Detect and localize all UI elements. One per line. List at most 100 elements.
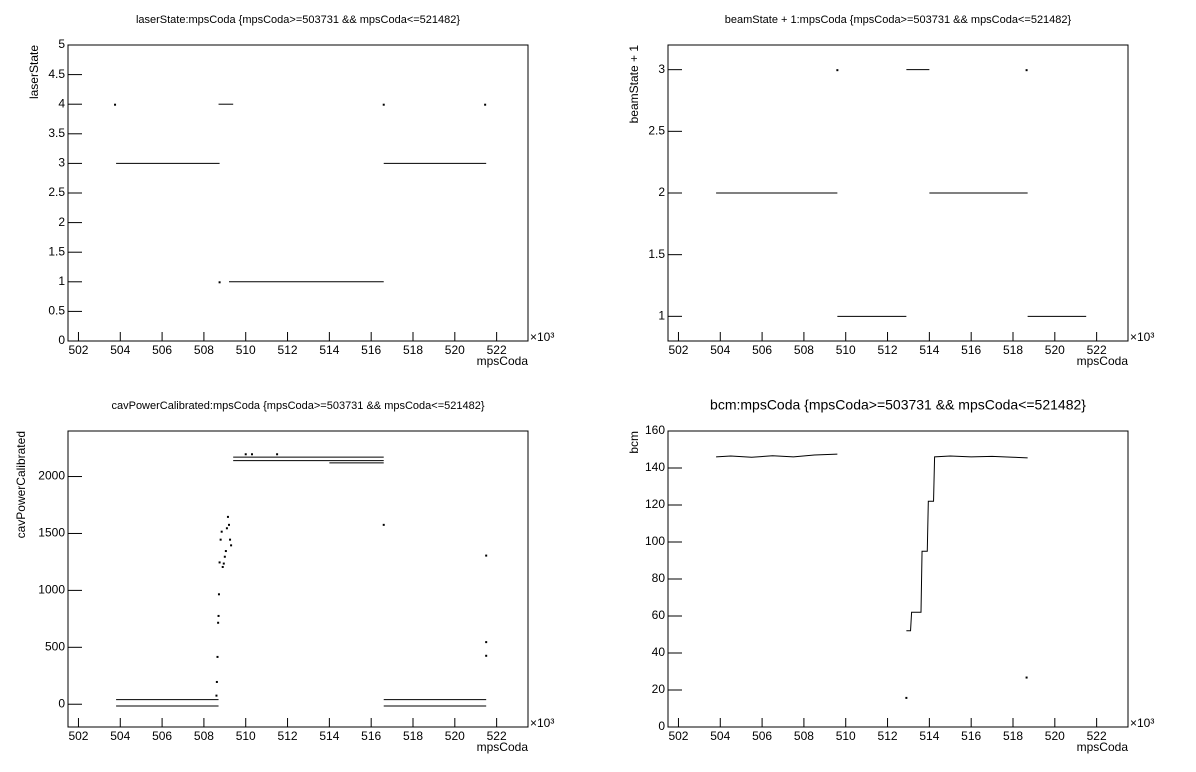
y-tick-label: 2000 xyxy=(38,469,65,483)
x-axis-title: mpsCoda xyxy=(477,354,529,368)
y-tick-label: 3 xyxy=(58,156,65,170)
point xyxy=(219,538,222,541)
x-tick-label: 504 xyxy=(710,343,730,357)
chart-title: cavPowerCalibrated:mpsCoda {mpsCoda>=503… xyxy=(111,400,484,412)
x-tick-label: 502 xyxy=(668,729,688,743)
x-tick-label: 512 xyxy=(878,343,898,357)
x-tick-label: 516 xyxy=(961,729,981,743)
x-tick-label: 522 xyxy=(487,729,507,743)
x-tick-label: 512 xyxy=(278,343,298,357)
x-tick-label: 506 xyxy=(752,343,772,357)
y-tick-label: 5 xyxy=(58,37,65,51)
line xyxy=(716,453,838,458)
point xyxy=(484,103,487,106)
x-tick-label: 508 xyxy=(794,343,814,357)
point xyxy=(217,614,220,617)
chart-title: laserState:mpsCoda {mpsCoda>=503731 && m… xyxy=(136,14,460,26)
point xyxy=(218,561,221,564)
y-tick-label: 120 xyxy=(645,497,665,511)
y-tick-label: 2.5 xyxy=(48,185,65,199)
x-tick-label: 518 xyxy=(403,343,423,357)
point xyxy=(217,593,220,596)
x-tick-label: 508 xyxy=(194,729,214,743)
y-tick-label: 140 xyxy=(645,460,665,474)
x-tick-label: 522 xyxy=(1087,343,1107,357)
x-tick-label: 520 xyxy=(1045,343,1065,357)
point xyxy=(222,562,225,565)
x-tick-label: 520 xyxy=(445,343,465,357)
y-tick-label: 1.5 xyxy=(648,247,665,261)
point xyxy=(215,694,218,697)
y-axis-title: beamState + 1 xyxy=(627,45,641,124)
x-tick-label: 504 xyxy=(110,343,130,357)
chart-title: beamState + 1:mpsCoda {mpsCoda>=503731 &… xyxy=(725,14,1072,26)
x-tick-label: 510 xyxy=(836,729,856,743)
y-tick-label: 2 xyxy=(58,215,65,229)
x-tick-label: 522 xyxy=(487,343,507,357)
point xyxy=(217,621,220,624)
x-tick-label: 502 xyxy=(68,343,88,357)
x-multiplier: ×10³ xyxy=(1130,716,1154,730)
y-tick-label: 3.5 xyxy=(48,126,65,140)
frame xyxy=(67,44,529,342)
line xyxy=(906,455,1028,632)
point xyxy=(1025,69,1028,72)
frame xyxy=(667,430,1129,728)
x-tick-label: 514 xyxy=(319,343,339,357)
x-tick-label: 510 xyxy=(236,729,256,743)
y-tick-label: 3 xyxy=(658,62,665,76)
x-tick-label: 512 xyxy=(878,729,898,743)
point xyxy=(485,554,488,557)
point xyxy=(905,696,908,699)
x-tick-label: 510 xyxy=(236,343,256,357)
pad: cavPowerCalibrated:mpsCoda {mpsCoda>=503… xyxy=(14,400,554,754)
x-tick-label: 504 xyxy=(110,729,130,743)
point xyxy=(216,655,219,658)
point xyxy=(220,530,223,533)
point xyxy=(382,103,385,106)
y-axis-title: bcm xyxy=(627,431,641,454)
point xyxy=(215,680,218,683)
point xyxy=(1025,676,1028,679)
x-multiplier: ×10³ xyxy=(530,716,554,730)
x-tick-label: 518 xyxy=(1003,343,1023,357)
x-tick-label: 508 xyxy=(194,343,214,357)
x-tick-label: 512 xyxy=(278,729,298,743)
point xyxy=(244,453,247,456)
point xyxy=(228,523,230,526)
x-tick-label: 516 xyxy=(961,343,981,357)
x-tick-label: 520 xyxy=(1045,729,1065,743)
y-tick-label: 4.5 xyxy=(48,67,65,81)
x-tick-label: 508 xyxy=(794,729,814,743)
x-axis-title: mpsCoda xyxy=(477,740,529,754)
x-tick-label: 502 xyxy=(668,343,688,357)
point xyxy=(224,550,227,553)
y-tick-label: 1500 xyxy=(38,526,65,540)
pad: laserState:mpsCoda {mpsCoda>=503731 && m… xyxy=(27,14,554,368)
y-tick-label: 2 xyxy=(658,185,665,199)
y-tick-label: 80 xyxy=(652,571,666,585)
point xyxy=(836,69,839,72)
y-axis-title: cavPowerCalibrated xyxy=(14,431,28,538)
chart-title: bcm:mpsCoda {mpsCoda>=503731 && mpsCoda<… xyxy=(710,397,1086,413)
y-tick-label: 0 xyxy=(58,333,65,347)
y-tick-label: 0 xyxy=(658,719,665,733)
y-tick-label: 1 xyxy=(658,309,665,323)
x-tick-label: 506 xyxy=(752,729,772,743)
frame xyxy=(67,430,529,728)
pad: bcm:mpsCoda {mpsCoda>=503731 && mpsCoda<… xyxy=(627,397,1154,754)
point xyxy=(223,555,226,558)
x-tick-label: 506 xyxy=(152,729,172,743)
y-axis-title: laserState xyxy=(27,45,41,99)
point xyxy=(221,565,224,568)
x-axis-title: mpsCoda xyxy=(1077,740,1129,754)
point xyxy=(114,103,117,106)
y-tick-label: 1 xyxy=(58,274,65,288)
y-tick-label: 60 xyxy=(652,608,666,622)
y-tick-label: 160 xyxy=(645,423,665,437)
y-tick-label: 1000 xyxy=(38,583,65,597)
point xyxy=(382,523,385,526)
x-multiplier: ×10³ xyxy=(530,330,554,344)
x-tick-label: 514 xyxy=(319,729,339,743)
